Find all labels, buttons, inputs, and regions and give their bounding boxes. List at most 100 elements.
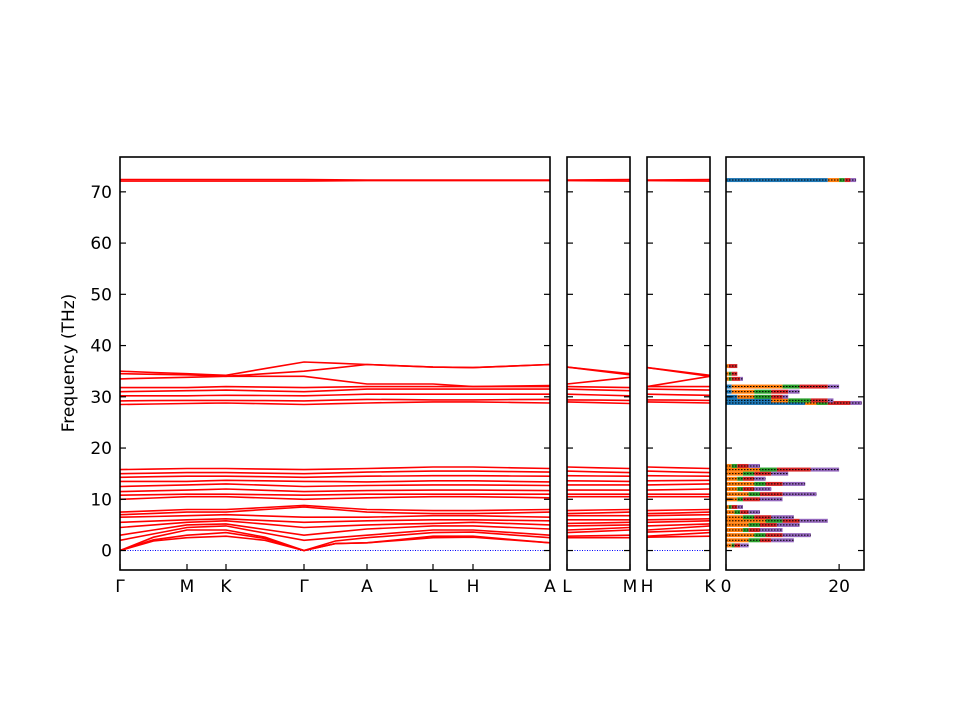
band-line: [119, 361, 551, 377]
band-line: [119, 488, 551, 493]
dos-partial-bar: [726, 476, 738, 481]
dos-partial-bar: [782, 384, 800, 389]
band-line: [646, 375, 711, 388]
band-line: [566, 366, 631, 375]
x-tick-label: K: [704, 577, 716, 597]
x-tick-label: Γ: [115, 577, 125, 597]
dos-partial-bar: [782, 518, 800, 523]
dos-partial-bar: [726, 543, 732, 548]
band-line: [646, 529, 711, 533]
band-line: [646, 366, 711, 377]
band-line: [119, 513, 551, 519]
dos-partial-bar: [734, 543, 741, 548]
dos-partial-bar: [737, 463, 749, 468]
band-line: [120, 393, 550, 397]
x-tick-label: L: [562, 577, 572, 597]
dos-partial-bar: [742, 515, 755, 520]
y-tick-label: 0: [101, 542, 112, 562]
dos-partial-bar: [726, 178, 828, 183]
band-line: [566, 466, 631, 470]
band-panel-3: [646, 178, 711, 552]
band-line: [119, 466, 551, 471]
dos-partial-bar: [844, 178, 851, 183]
band-panel-2: [566, 178, 631, 552]
dos-partial-bar: [726, 518, 766, 523]
dos-partial-bar: [726, 398, 772, 403]
dos-partial-bar: [782, 394, 789, 399]
dos-partial-bar: [782, 533, 811, 538]
dos-partial-bar: [827, 398, 834, 403]
band-line: [646, 388, 711, 391]
band-line: [646, 525, 711, 531]
dos-partial-bar: [827, 400, 851, 405]
band-line: [566, 385, 631, 389]
dos-partial-bar: [827, 178, 840, 183]
band-line: [646, 178, 711, 181]
band-line: [646, 393, 711, 397]
band-line: [646, 483, 711, 486]
dos-partial-bar: [771, 538, 794, 543]
band-line: [566, 474, 631, 477]
band-line: [119, 525, 551, 542]
band-line: [119, 504, 551, 513]
dos-partial-bar: [726, 515, 743, 520]
band-line: [566, 393, 631, 397]
dos-partial-bar: [731, 371, 738, 376]
x-tick-label: A: [544, 577, 556, 597]
band-line: [119, 519, 551, 529]
dos-partial-bar: [726, 533, 755, 538]
band-line: [566, 470, 631, 474]
band-line: [119, 493, 550, 497]
band-line: [119, 363, 551, 378]
x-tick-label: H: [467, 577, 480, 597]
x-tick-label: 0: [721, 577, 732, 597]
band-line: [119, 523, 551, 537]
band-line: [646, 470, 711, 474]
band-line: [646, 399, 711, 402]
band-line: [566, 399, 631, 402]
band-line: [119, 474, 551, 479]
band-line: [566, 376, 631, 385]
dos-partial-bar: [771, 394, 783, 399]
dos-partial-bar: [742, 471, 755, 476]
dos-partial-bar: [742, 528, 749, 533]
band-line: [646, 401, 711, 404]
dos-panel-frame: [725, 156, 865, 571]
band-line: [119, 375, 551, 388]
dos-partial-bar: [788, 389, 800, 394]
dos-partial-bar: [726, 538, 749, 543]
x-tick-label: K: [220, 577, 232, 597]
band-line: [646, 513, 711, 517]
dos-partial-bar: [726, 384, 732, 389]
band-line: [566, 508, 631, 512]
dos-partial-bar: [737, 476, 743, 481]
x-tick-label: A: [361, 577, 373, 597]
band-line: [566, 511, 631, 515]
band-panel-frame: [566, 156, 631, 571]
band-line: [119, 401, 551, 406]
dos-partial-bar: [771, 471, 789, 476]
dos-partial-bar: [726, 471, 743, 476]
dos-partial-bar: [776, 467, 811, 472]
dos-partial-bar: [726, 463, 732, 468]
dos-partial-bar: [731, 389, 755, 394]
band-line: [646, 535, 711, 538]
y-tick-label: 20: [90, 439, 112, 459]
dos-partial-bar: [726, 389, 732, 394]
band-line: [566, 521, 631, 525]
band-line: [119, 470, 551, 475]
dos-partial-bar: [771, 515, 794, 520]
band-line: [119, 388, 550, 393]
dos-partial-bar: [771, 398, 789, 403]
band-line: [119, 529, 551, 552]
dos-partial-bar: [726, 492, 749, 497]
band-panel-1: [119, 178, 551, 552]
dos-partial-bar: [726, 528, 743, 533]
dos-partial-bar: [737, 487, 743, 492]
band-line: [566, 401, 631, 405]
dos-partial-bar: [731, 504, 738, 509]
dos-partial-bar: [839, 178, 845, 183]
band-line: [119, 483, 551, 488]
band-line: [119, 398, 551, 402]
dos-partial-bar: [810, 467, 840, 472]
